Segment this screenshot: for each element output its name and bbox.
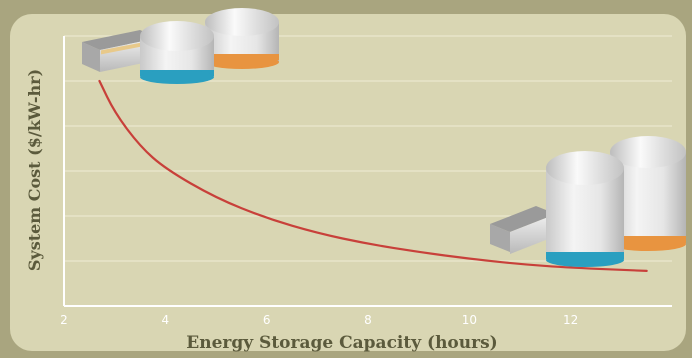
plot-panel bbox=[10, 14, 686, 351]
x-tick-label: 10 bbox=[462, 313, 477, 327]
y-axis-title: System Cost ($/kW-hr) bbox=[25, 69, 44, 271]
large-storage-system-illustration bbox=[490, 136, 686, 267]
x-tick-label: 12 bbox=[563, 313, 578, 327]
x-tick-label: 2 bbox=[60, 313, 68, 327]
series-line-0 bbox=[98, 79, 648, 272]
x-axis-title: Energy Storage Capacity (hours) bbox=[186, 333, 497, 353]
series-group bbox=[98, 79, 648, 272]
x-tick-label: 4 bbox=[162, 313, 170, 327]
x-tick-label: 6 bbox=[263, 313, 271, 327]
x-tick-label: 8 bbox=[364, 313, 372, 327]
x-tick-labels: 2 4 6 8 10 12 bbox=[60, 313, 578, 327]
small-storage-system-illustration bbox=[82, 8, 279, 84]
